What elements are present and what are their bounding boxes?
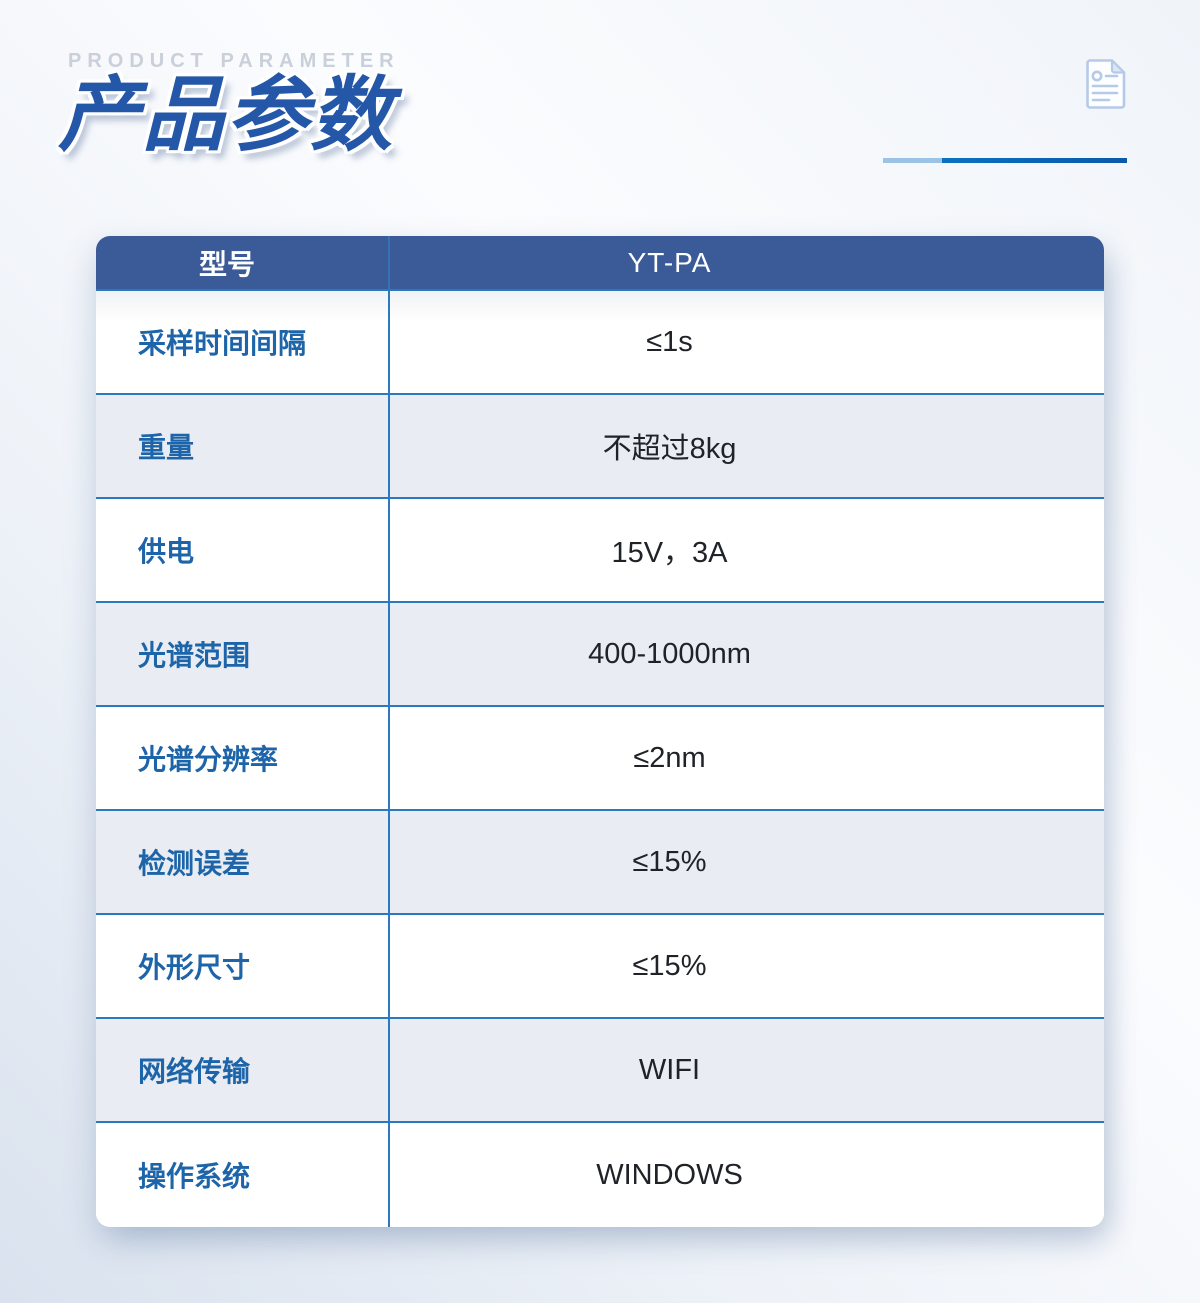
row-label: 供电 [96, 499, 390, 601]
row-value: 15V，3A [611, 537, 728, 569]
table-header-row: 型号 YT-PA [96, 236, 1104, 291]
row-value: ≤1s [646, 325, 693, 358]
row-label: 外形尺寸 [96, 915, 390, 1017]
row-value: ≤2nm [633, 741, 706, 774]
row-value: WINDOWS [596, 1158, 743, 1191]
row-label: 重量 [96, 395, 390, 497]
row-label: 光谱分辨率 [96, 707, 390, 809]
table-body: 采样时间间隔 ≤1s 重量 不超过8kg 供电 15V，3A 光谱范围 400-… [96, 291, 1104, 1227]
table-row: 光谱分辨率 ≤2nm [96, 707, 1104, 811]
table-row: 外形尺寸 ≤15% [96, 915, 1104, 1019]
row-label: 检测误差 [96, 811, 390, 913]
row-label: 采样时间间隔 [96, 291, 390, 393]
table-row: 供电 15V，3A [96, 499, 1104, 603]
row-value: ≤15% [632, 949, 707, 982]
document-icon [1086, 59, 1126, 109]
eyebrow-text: PRODUCT PARAMETER [68, 50, 400, 72]
row-value: WIFI [638, 1053, 701, 1086]
table-row: 网络传输 WIFI [96, 1019, 1104, 1123]
table-row: 操作系统 WINDOWS [96, 1123, 1104, 1227]
row-label: 网络传输 [96, 1019, 390, 1121]
row-label: 光谱范围 [96, 603, 390, 705]
accent-bar-dark-segment [942, 158, 1127, 163]
table-row: 检测误差 ≤15% [96, 811, 1104, 915]
table-header-label-cell: 型号 [96, 236, 390, 289]
table-row: 重量 不超过8kg [96, 395, 1104, 499]
row-value: 400-1000nm [588, 637, 751, 670]
spec-table: 型号 YT-PA 采样时间间隔 ≤1s 重量 不超过8kg 供电 15V，3A … [96, 236, 1104, 1227]
row-value: ≤15% [632, 845, 707, 878]
table-header-value-cell: YT-PA [627, 246, 712, 278]
table-row: 光谱范围 400-1000nm [96, 603, 1104, 707]
row-value: 不超过8kg [602, 433, 737, 465]
row-label: 操作系统 [96, 1123, 390, 1227]
table-row: 采样时间间隔 ≤1s [96, 291, 1104, 395]
page-title: 产品参数 [58, 67, 394, 163]
accent-bar-light-segment [883, 158, 942, 163]
accent-bar [883, 158, 1127, 163]
